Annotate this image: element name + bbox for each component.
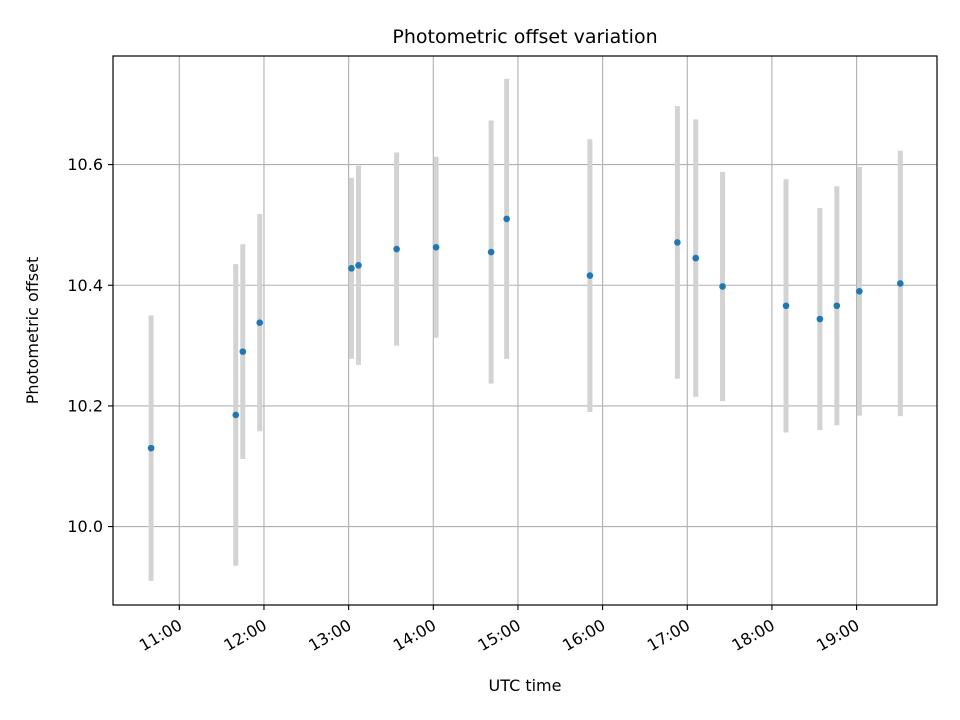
x-tick-label: 19:00 <box>813 615 862 655</box>
y-tick-label: 10.6 <box>67 155 103 174</box>
data-point <box>348 265 355 272</box>
x-tick-label: 12:00 <box>221 615 270 655</box>
data-point <box>586 272 594 279</box>
data-point <box>816 315 824 323</box>
data-point <box>239 348 247 355</box>
x-tick-label: 15:00 <box>475 615 524 655</box>
data-point <box>256 319 264 326</box>
data-points <box>147 215 904 452</box>
data-point <box>355 262 362 269</box>
x-axis-title: UTC time <box>489 676 562 695</box>
data-point <box>503 215 510 223</box>
x-tick-label: 13:00 <box>305 615 354 655</box>
data-point <box>719 283 726 290</box>
y-tick-label: 10.0 <box>67 517 103 536</box>
y-axis: 10.0 10.2 10.4 10.6 <box>67 155 113 536</box>
x-tick-label: 18:00 <box>728 615 777 655</box>
x-tick-label: 14:00 <box>390 615 439 655</box>
data-point <box>432 243 440 251</box>
y-axis-title: Photometric offset <box>23 257 42 405</box>
data-point <box>897 280 904 287</box>
data-point <box>692 254 700 262</box>
grid <box>113 56 937 605</box>
data-point <box>856 287 863 295</box>
y-tick-label: 10.4 <box>67 276 103 295</box>
x-tick-label: 11:00 <box>136 615 185 655</box>
plot-area <box>112 55 938 606</box>
data-point <box>833 302 841 310</box>
data-point <box>232 411 240 419</box>
x-tick-label: 16:00 <box>559 615 608 655</box>
chart-title: Photometric offset variation <box>392 26 657 48</box>
data-point <box>674 239 681 246</box>
y-tick-label: 10.2 <box>67 396 103 415</box>
data-point <box>393 245 400 253</box>
data-point <box>487 248 495 256</box>
x-tick-label: 17:00 <box>644 615 693 655</box>
x-axis: 11:00 12:00 13:00 14:00 15:00 16:00 17:00 18:00… <box>136 605 863 655</box>
data-point <box>147 444 155 452</box>
data-point <box>782 302 790 310</box>
